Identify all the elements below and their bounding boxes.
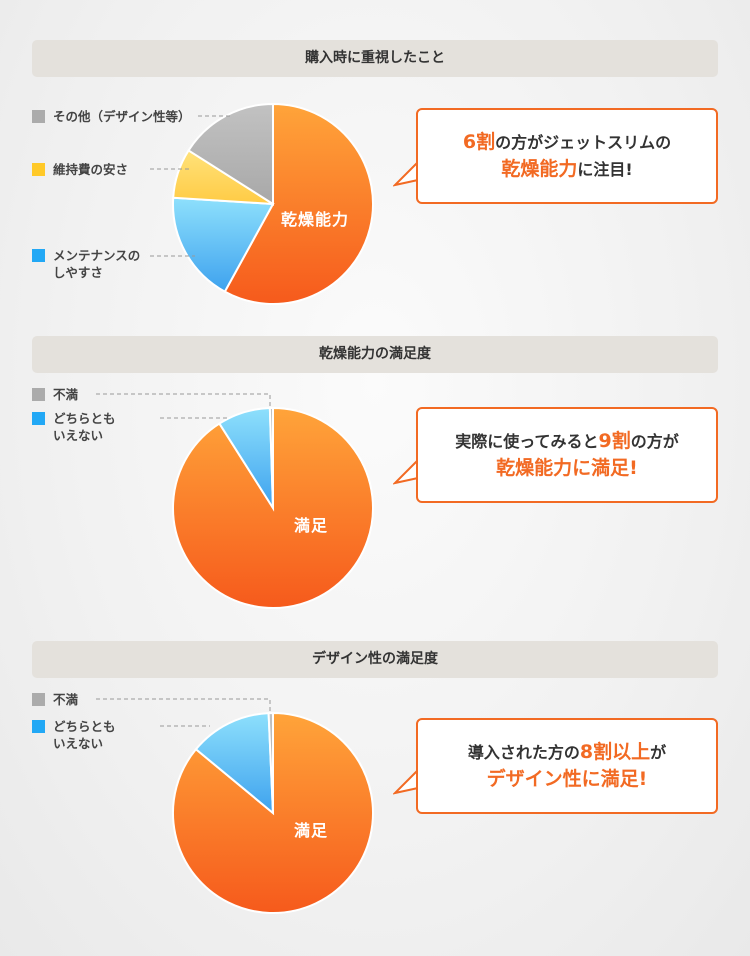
callout-tail xyxy=(393,769,419,795)
pie-slice-gray xyxy=(268,406,274,509)
callout-3: 導入された方の8割以上が デザイン性に満足! xyxy=(416,718,718,814)
legend-label: どちらとも いえない xyxy=(53,411,116,443)
callout-2: 実際に使ってみると9割の方が 乾燥能力に満足! xyxy=(416,407,718,503)
legend-label: メンテナンスの しやすさ xyxy=(53,248,141,280)
pie-inner-label: 満足 xyxy=(294,821,329,840)
pie-slice-orange xyxy=(223,102,374,305)
legend-swatch xyxy=(32,412,45,425)
section-title: デザイン性の満足度 xyxy=(32,641,718,678)
legend-dissatisfied: 不満 xyxy=(32,691,78,708)
pie-inner-label: 満足 xyxy=(294,516,329,535)
legend-label: 不満 xyxy=(53,692,79,707)
callout-tail xyxy=(393,459,419,485)
pie-slice-gray xyxy=(187,102,274,206)
legend-dissatisfied: 不満 xyxy=(32,386,78,403)
legend-other: その他（デザイン性等） xyxy=(32,108,191,125)
pie-design-satisfaction xyxy=(172,711,374,914)
legend-neutral: どちらとも いえない xyxy=(32,410,116,444)
legend-swatch xyxy=(32,693,45,706)
pie-slice-gray xyxy=(267,711,274,814)
legend-swatch xyxy=(32,163,45,176)
legend-swatch xyxy=(32,249,45,262)
legend-maintenance-cost: 維持費の安さ xyxy=(32,161,128,178)
legend-label: 不満 xyxy=(53,387,79,402)
pie-drying-satisfaction xyxy=(172,406,374,609)
legend-easy-maintenance: メンテナンスの しやすさ xyxy=(32,247,140,281)
pie-inner-label: 乾燥能力 xyxy=(281,210,350,229)
pie-purchase-factors xyxy=(172,102,374,305)
legend-swatch xyxy=(32,720,45,733)
legend-neutral: どちらとも いえない xyxy=(32,718,116,752)
leader-lines xyxy=(96,115,271,727)
section-title: 乾燥能力の満足度 xyxy=(32,336,718,373)
legend-label: その他（デザイン性等） xyxy=(53,109,191,124)
pie-slice-blue xyxy=(172,196,275,293)
section-title: 購入時に重視したこと xyxy=(32,40,718,77)
legend-swatch xyxy=(32,110,45,123)
legend-label: どちらとも いえない xyxy=(53,719,116,751)
callout-1: 6割の方がジェットスリムの 乾燥能力に注目! xyxy=(416,108,718,204)
pie-slice-blue xyxy=(194,712,275,816)
callout-tail xyxy=(393,161,419,187)
legend-label: 維持費の安さ xyxy=(53,162,129,177)
legend-swatch xyxy=(32,388,45,401)
